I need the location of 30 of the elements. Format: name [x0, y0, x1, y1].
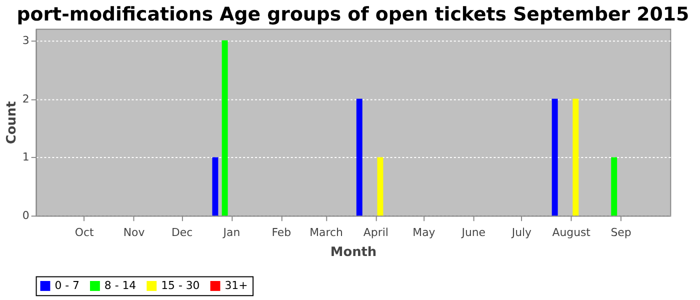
- y-tick-label: 0: [22, 209, 30, 222]
- x-tick-label: Jan: [222, 226, 240, 240]
- x-tick-label: Nov: [123, 226, 146, 240]
- bar: [572, 98, 579, 216]
- legend-label: 0 - 7: [54, 278, 80, 292]
- y-tick-label: 1: [22, 150, 30, 164]
- bar: [222, 40, 228, 216]
- legend-label: 8 - 14: [104, 278, 136, 292]
- bar: [377, 157, 384, 216]
- bar: [356, 98, 362, 216]
- y-tick-label: 2: [22, 92, 30, 106]
- x-tick-label: Oct: [74, 226, 95, 240]
- x-tick-label: March: [310, 226, 343, 240]
- x-tick-label: Sep: [610, 226, 632, 240]
- x-tick-label: May: [412, 226, 436, 240]
- y-axis-title: Count: [4, 101, 20, 144]
- x-tick-label: June: [460, 226, 486, 240]
- bar: [552, 98, 558, 216]
- x-tick-label: August: [552, 226, 592, 240]
- x-axis-title: Month: [330, 244, 377, 260]
- x-tick-label: April: [363, 226, 388, 240]
- x-tick-label: July: [510, 226, 532, 240]
- x-tick-label: Feb: [272, 226, 292, 240]
- bar: [212, 157, 218, 216]
- y-tick-label: 3: [22, 34, 30, 47]
- legend-label: 31+: [224, 278, 248, 292]
- legend-label: 15 - 30: [161, 278, 200, 292]
- chart-title: port-modifications Age groups of open tickets September 2015: [16, 4, 690, 26]
- bar: [611, 157, 618, 216]
- x-tick-label: Dec: [172, 226, 193, 240]
